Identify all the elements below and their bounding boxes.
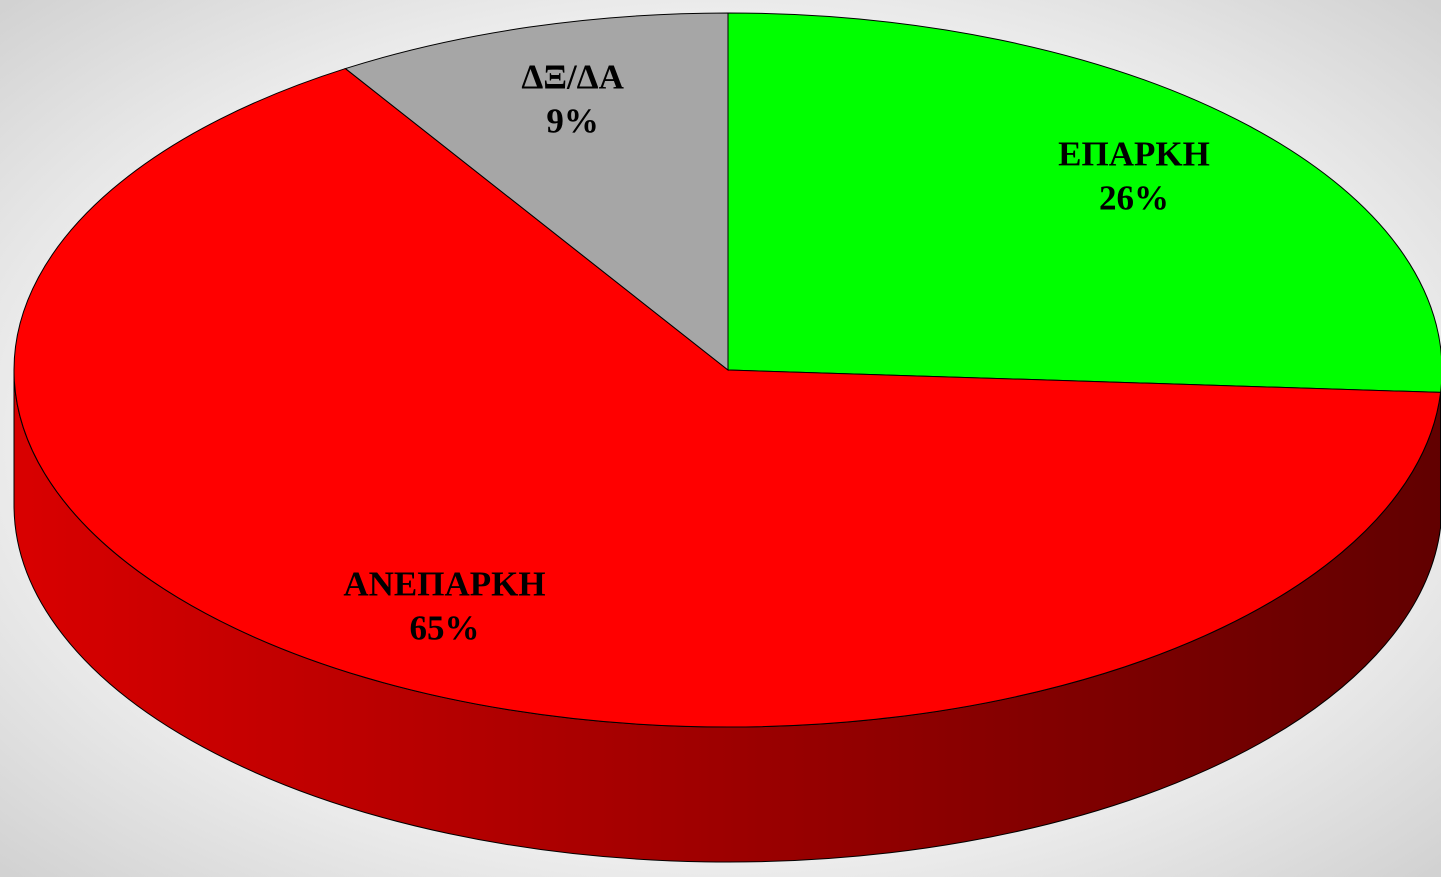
slice-value-label: 9% [546,102,599,141]
slice-category-label: ΑΝΕΠΑΡΚΗ [343,565,545,604]
pie-slice [344,12,729,372]
pie-top [13,12,1441,728]
slice-value-label: 26% [1099,178,1169,217]
slice-category-label: ΔΞ/ΔΑ [521,58,624,97]
slice-value-label: 65% [410,609,480,648]
slice-category-label: ΕΠΑΡΚΗ [1058,134,1210,173]
data-labels: ΕΠΑΡΚΗ 26% ΑΝΕΠΑΡΚΗ 65% ΔΞ/ΔΑ 9% [343,58,1209,648]
pie-slice [13,68,1441,728]
pie-slice [727,12,1441,393]
